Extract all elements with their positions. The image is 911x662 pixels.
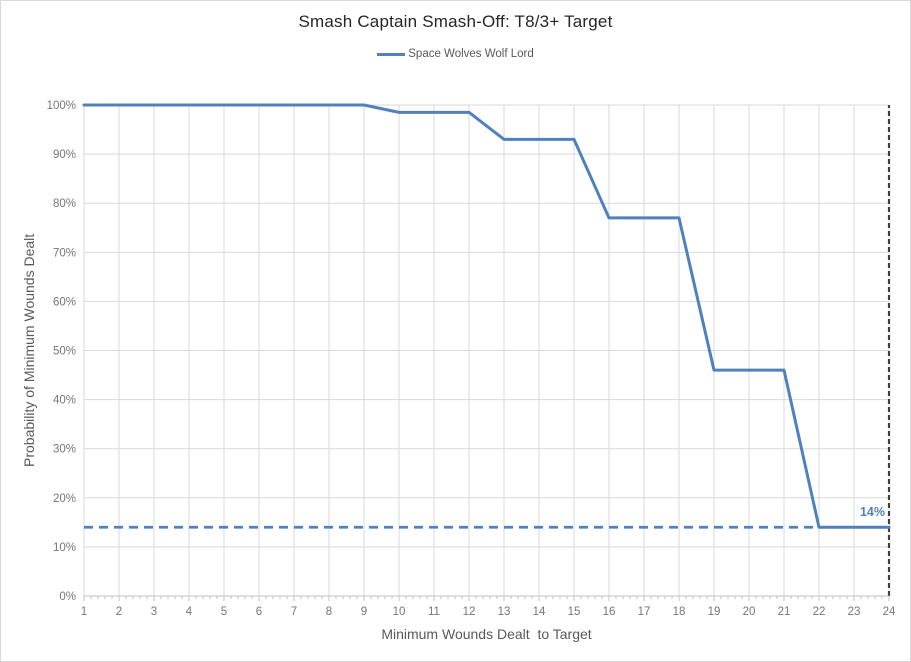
x-tick-label: 1 (81, 606, 87, 618)
legend-line-icon (377, 52, 406, 56)
x-tick-label: 13 (498, 606, 511, 618)
y-tick-label: 60% (53, 296, 76, 308)
x-tick-label: 14 (533, 606, 546, 618)
threshold-annotation-label: 14% (859, 505, 885, 519)
x-tick-label: 8 (326, 606, 332, 618)
x-tick-label: 12 (463, 606, 476, 618)
y-tick-label: 10% (53, 542, 76, 554)
x-tick-label: 3 (151, 606, 157, 618)
y-tick-label: 70% (53, 247, 76, 259)
x-tick-label: 23 (848, 606, 861, 618)
x-tick-label: 5 (221, 606, 227, 618)
x-tick-label: 21 (778, 606, 791, 618)
y-tick-label: 100% (47, 100, 76, 112)
x-tick-label: 11 (428, 606, 440, 618)
legend-label: Space Wolves Wolf Lord (408, 48, 534, 60)
x-tick-label: 18 (673, 606, 686, 618)
x-axis-ticks (83, 596, 890, 601)
x-tick-label: 7 (291, 606, 297, 618)
x-tick-label: 16 (603, 606, 616, 618)
x-tick-label: 10 (393, 606, 406, 618)
x-tick-label: 19 (708, 606, 721, 618)
y-tick-label: 0% (59, 591, 76, 603)
x-tick-label: 24 (883, 606, 896, 618)
series-line (82, 103, 891, 529)
x-axis-title: Minimum Wounds Dealt to Target (381, 626, 592, 642)
y-tick-label: 30% (53, 444, 76, 456)
x-tick-label: 15 (568, 606, 581, 618)
x-tick-label: 9 (361, 606, 367, 618)
y-tick-label: 40% (53, 395, 76, 407)
x-tick-label: 6 (256, 606, 262, 618)
x-tick-label: 4 (186, 606, 193, 618)
y-tick-label: 50% (53, 346, 76, 358)
x-tick-label: 2 (116, 606, 122, 618)
y-tick-label: 90% (53, 149, 76, 161)
x-tick-label: 22 (813, 606, 826, 618)
chart-title: Smash Captain Smash-Off: T8/3+ Target (298, 12, 613, 31)
legend: Space Wolves Wolf Lord (1, 48, 910, 60)
y-tick-label: 20% (53, 493, 76, 505)
x-tick-label: 17 (638, 606, 651, 618)
y-tick-label: 80% (53, 198, 76, 210)
x-tick-label: 20 (743, 606, 756, 618)
